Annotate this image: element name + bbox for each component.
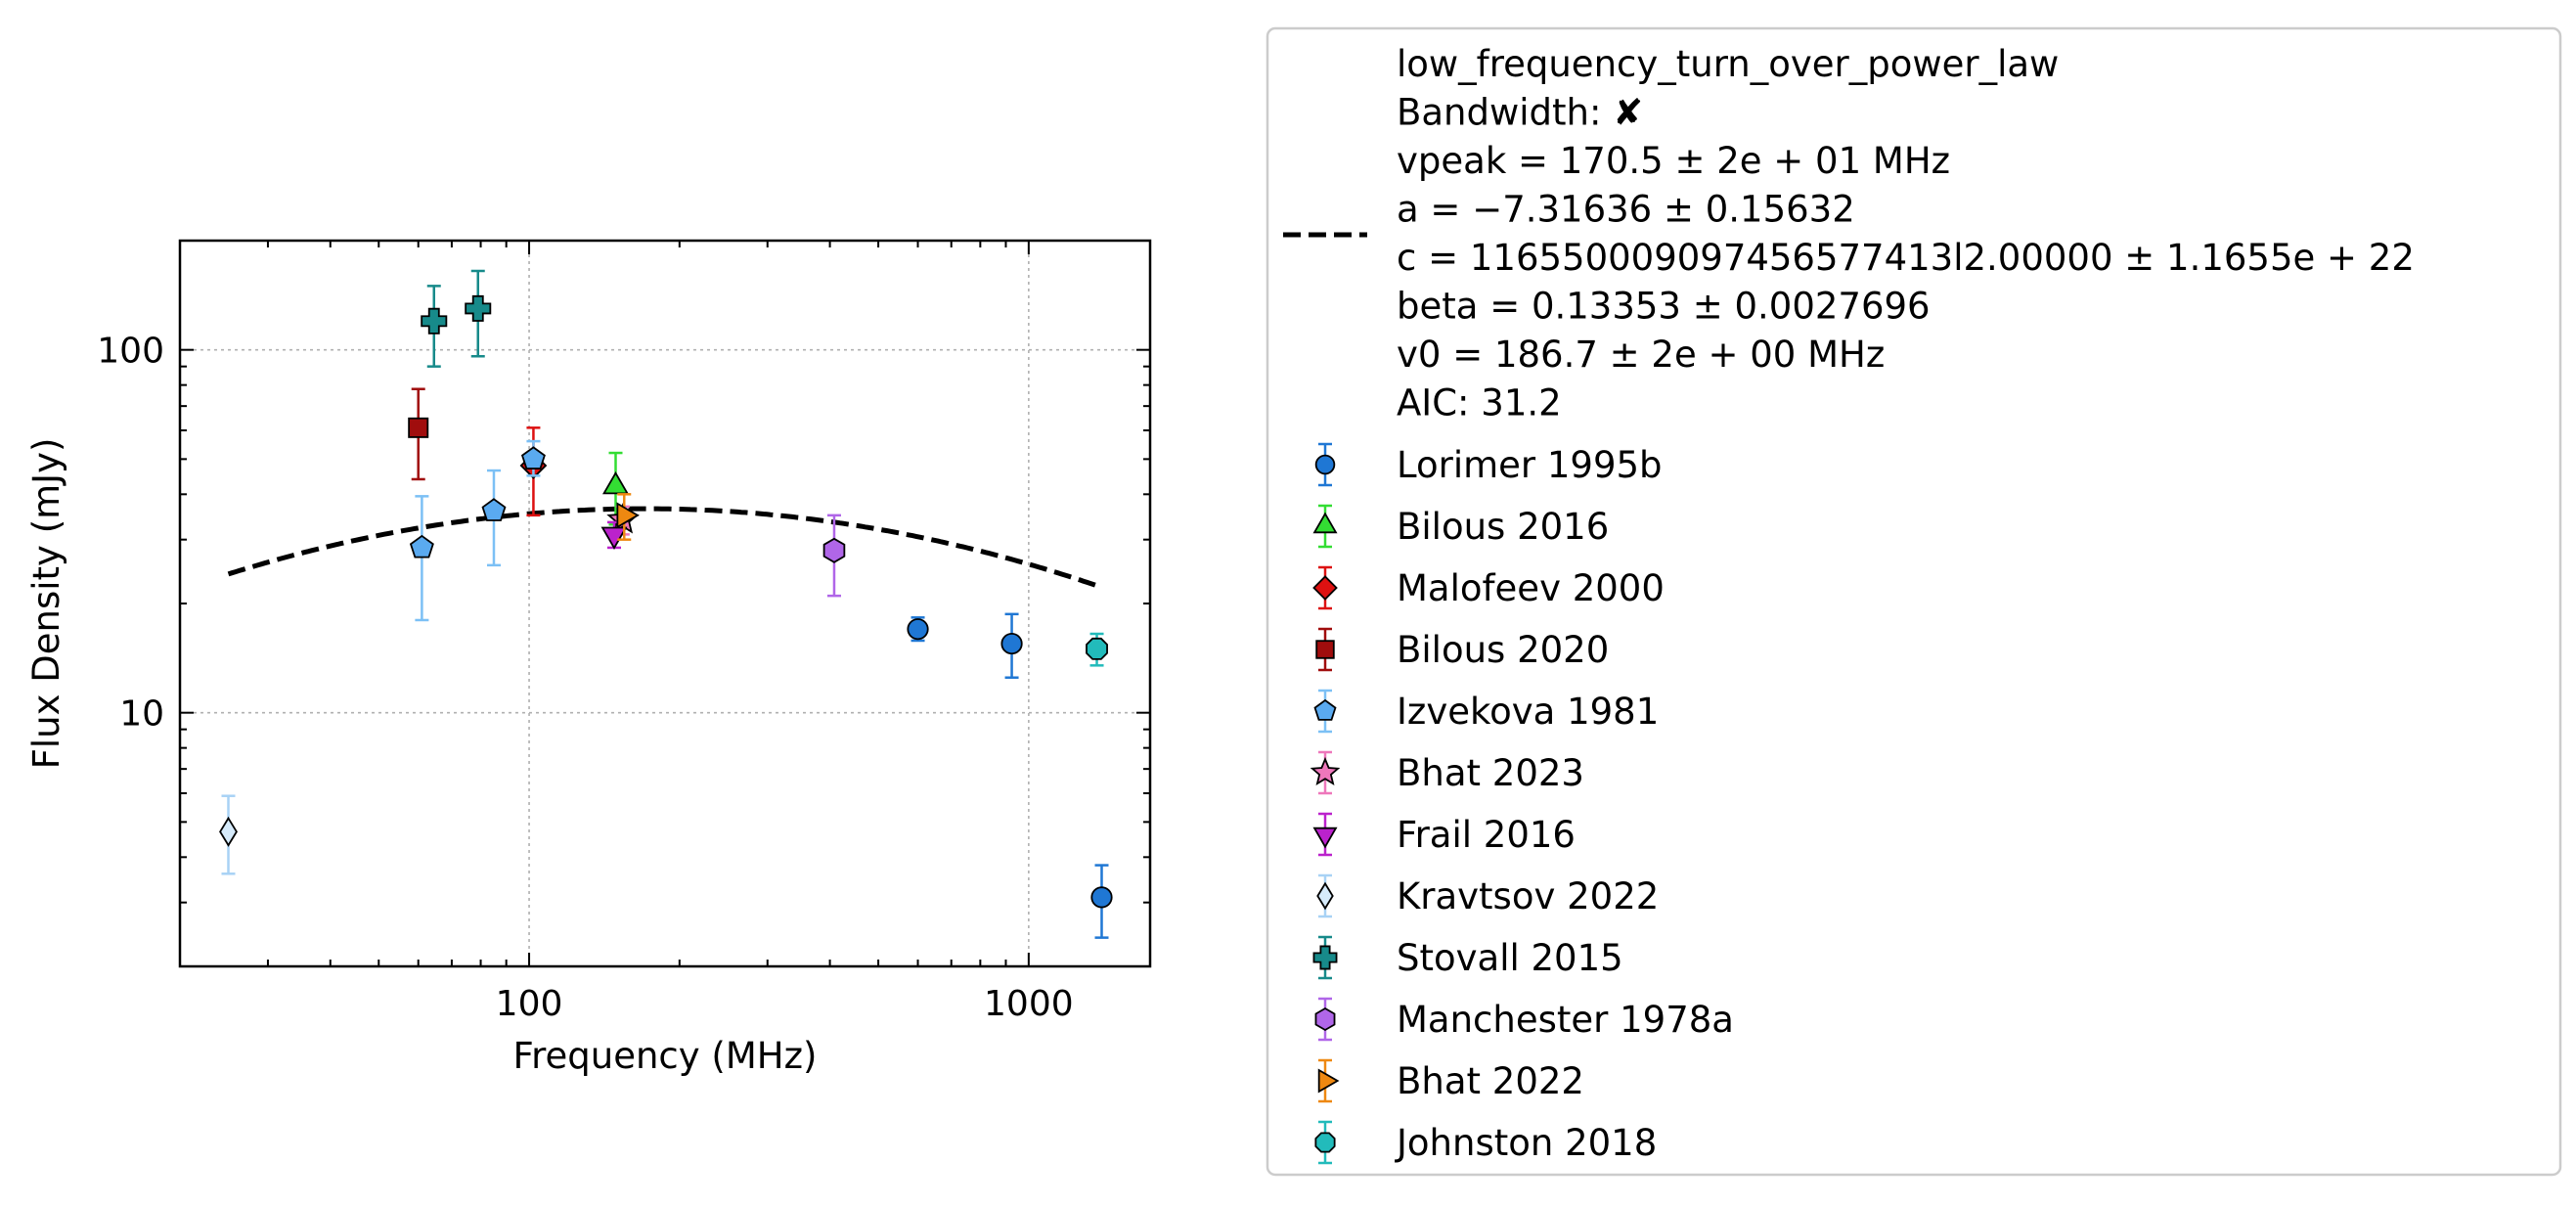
legend-label: Stovall 2015 bbox=[1397, 937, 1623, 979]
legend-marker bbox=[1312, 575, 1338, 601]
legend-fit-line: low_frequency_turn_over_power_law bbox=[1397, 43, 2059, 85]
series-stovall-2015 bbox=[421, 269, 492, 368]
data-point bbox=[616, 502, 640, 529]
data-point bbox=[600, 526, 628, 550]
y-axis-title: Flux Density (mJy) bbox=[25, 438, 67, 770]
legend-fit-line: AIC: 31.2 bbox=[1397, 382, 1562, 425]
legend-label: Kravtsov 2022 bbox=[1397, 875, 1659, 917]
data-point bbox=[1090, 886, 1113, 909]
legend-entry: Frail 2016 bbox=[1312, 812, 1576, 857]
series-bhat-2022 bbox=[616, 493, 640, 541]
legend-entry: Izvekova 1981 bbox=[1313, 689, 1659, 734]
legend-label: Frail 2016 bbox=[1397, 814, 1576, 856]
data-point bbox=[408, 417, 429, 438]
legend-fit-line: c = 116550009097456577413l2.00000 ± 1.16… bbox=[1397, 237, 2415, 279]
legend: low_frequency_turn_over_power_law Bandwid… bbox=[1266, 26, 2562, 1177]
legend-label: Johnston 2018 bbox=[1395, 1122, 1657, 1164]
legend-marker bbox=[1313, 698, 1337, 721]
x-tick-label: 1000 bbox=[984, 984, 1074, 1024]
legend-marker bbox=[1312, 827, 1338, 849]
data-point bbox=[421, 307, 448, 335]
y-tick-label: 100 bbox=[97, 332, 164, 372]
legend-entry: Malofeev 2000 bbox=[1312, 565, 1665, 610]
axis-ticks bbox=[179, 240, 1150, 967]
series-kravtsov-2022 bbox=[219, 794, 238, 875]
series-manchester-1978a bbox=[822, 514, 846, 598]
legend-entry: Bhat 2022 bbox=[1317, 1058, 1584, 1103]
data-point bbox=[822, 537, 846, 563]
legend-label: Bhat 2022 bbox=[1397, 1060, 1584, 1102]
legend-fit-text: low_frequency_turn_over_power_law Bandwid… bbox=[1397, 43, 2415, 425]
legend-entry: Johnston 2018 bbox=[1314, 1120, 1657, 1165]
legend-marker bbox=[1314, 1006, 1336, 1032]
data-points-layer bbox=[219, 269, 1113, 939]
tick-labels: 100 1000 10 100 bbox=[97, 332, 1073, 1024]
legend-marker bbox=[1316, 881, 1334, 911]
legend-marker bbox=[1314, 454, 1336, 475]
legend-fit-line: vpeak = 170.5 ± 2e + 01 MHz bbox=[1397, 140, 1950, 182]
x-tick-label: 100 bbox=[496, 984, 563, 1024]
data-point bbox=[520, 446, 546, 469]
data-point bbox=[481, 498, 507, 521]
legend-series-entries: Lorimer 1995b Bilous 2016 Malofeev 2000 Bil… bbox=[1310, 442, 1734, 1165]
fit-curve-layer bbox=[227, 506, 1103, 590]
data-point bbox=[465, 294, 492, 322]
legend-entry: Lorimer 1995b bbox=[1314, 442, 1663, 487]
legend-entry: Bilous 2016 bbox=[1312, 504, 1609, 549]
series-johnston-2018 bbox=[1086, 632, 1108, 667]
data-point bbox=[1000, 632, 1023, 655]
legend-entry: Bilous 2020 bbox=[1315, 627, 1609, 672]
legend-marker bbox=[1312, 945, 1338, 970]
legend-entry: Kravtsov 2022 bbox=[1316, 873, 1659, 918]
data-point bbox=[219, 816, 238, 847]
legend-label: Izvekova 1981 bbox=[1397, 691, 1659, 733]
error-bar bbox=[415, 495, 429, 622]
legend-label: Bilous 2016 bbox=[1397, 506, 1609, 548]
legend-entry: Bhat 2023 bbox=[1310, 750, 1584, 795]
legend-marker bbox=[1315, 640, 1335, 659]
legend-fit-line: a = −7.31636 ± 0.15632 bbox=[1397, 189, 1855, 231]
legend-label: Bilous 2020 bbox=[1397, 629, 1609, 671]
legend-label: Bhat 2023 bbox=[1397, 752, 1584, 794]
legend-entry: Manchester 1978a bbox=[1314, 997, 1734, 1042]
series-izvekova-1981 bbox=[409, 439, 546, 622]
legend-fit-line: beta = 0.13353 ± 0.0027696 bbox=[1397, 286, 1931, 328]
legend-label: Manchester 1978a bbox=[1397, 999, 1734, 1041]
legend-label: Lorimer 1995b bbox=[1397, 444, 1663, 486]
data-point bbox=[601, 470, 630, 495]
legend-frame bbox=[1266, 26, 2562, 1177]
data-point bbox=[409, 534, 434, 559]
legend-marker bbox=[1317, 1068, 1340, 1094]
legend-marker bbox=[1314, 1132, 1336, 1153]
data-point bbox=[907, 618, 929, 641]
series-bilous-2020 bbox=[408, 387, 429, 481]
series-lorimer-1995b bbox=[907, 612, 1113, 939]
y-tick-label: 10 bbox=[119, 694, 164, 735]
legend-entry: Stovall 2015 bbox=[1312, 935, 1623, 980]
legend-marker bbox=[1312, 512, 1338, 534]
data-point bbox=[1086, 637, 1108, 660]
gridlines bbox=[180, 241, 1150, 966]
legend-fit-line: Bandwidth: ✘ bbox=[1397, 92, 1643, 134]
legend-label: Malofeev 2000 bbox=[1397, 567, 1665, 609]
fit-curve bbox=[227, 506, 1103, 590]
legend-marker bbox=[1310, 756, 1341, 786]
x-axis-title: Frequency (MHz) bbox=[513, 1035, 818, 1077]
legend-fit-line: v0 = 186.7 ± 2e + 00 MHz bbox=[1397, 334, 1885, 376]
